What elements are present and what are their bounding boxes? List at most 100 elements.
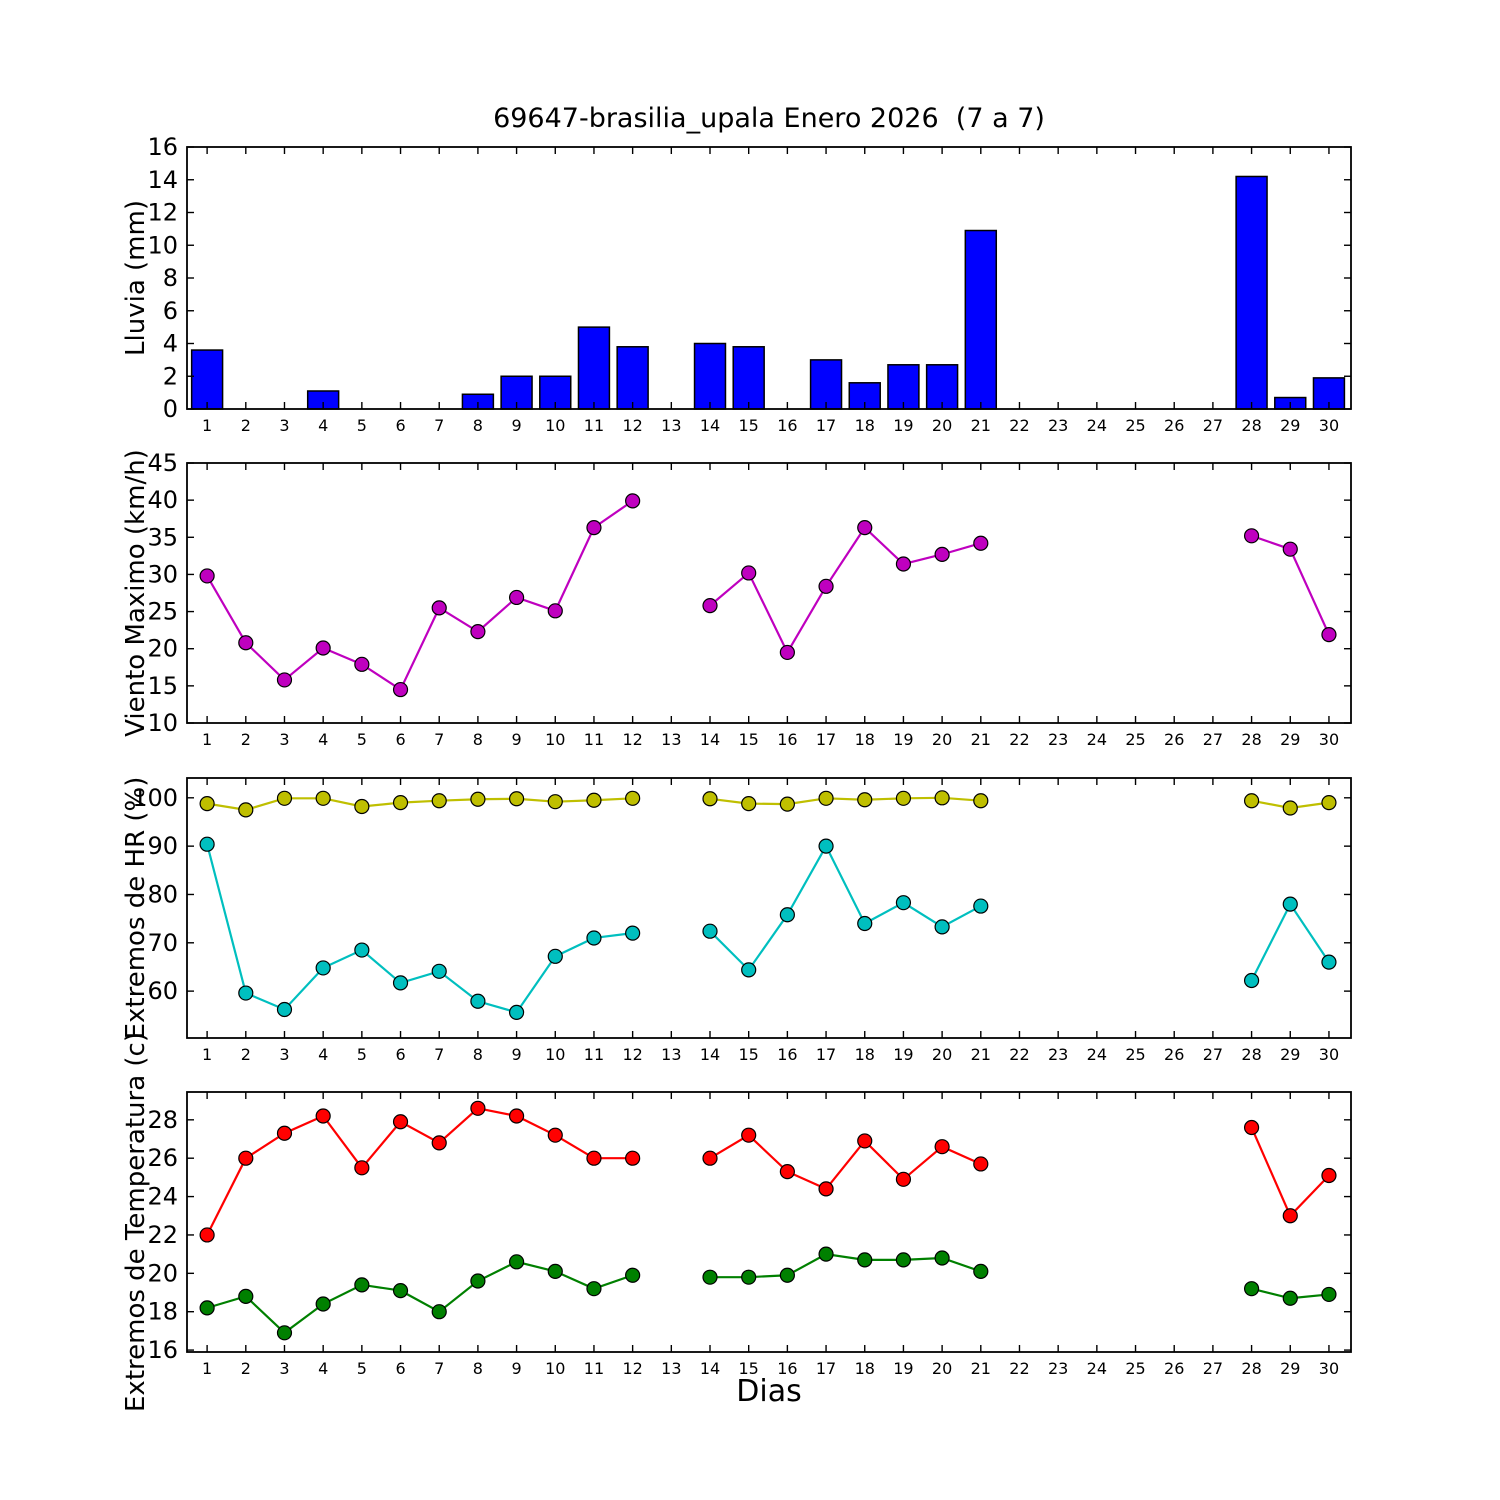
x-tick-label: 18 [855,1359,875,1378]
marker-temp_max-day-14 [702,1150,718,1166]
x-tick-label: 12 [622,1359,642,1378]
x-tick-label: 20 [932,1045,952,1064]
y-tick-label: 80 [147,880,178,908]
x-tick-label: 1 [202,730,212,749]
marker-hr_min-day-30 [1321,954,1337,970]
x-tick-label: 11 [584,416,604,435]
x-tick-label: 28 [1241,416,1261,435]
bar-day-1 [190,349,224,410]
y-tick-label: 25 [147,598,178,626]
marker-viento_maximo-day-8 [470,624,486,640]
marker-hr_max-day-20 [934,790,950,806]
x-tick-label: 27 [1203,1045,1223,1064]
marker-temp_min-day-8 [470,1273,486,1289]
x-tick-label: 1 [202,416,212,435]
marker-hr_min-day-12 [625,925,641,941]
x-tick-label: 23 [1048,1359,1068,1378]
x-tick-label: 3 [279,1045,289,1064]
marker-viento_maximo-day-9 [508,589,525,606]
x-tick-label: 5 [357,1359,367,1378]
line-viento_maximo [206,499,634,692]
x-tick-label: 2 [241,1359,251,1378]
x-tick-label: 24 [1087,730,1107,749]
line-hr_min [709,843,982,972]
marker-viento_maximo-day-5 [354,656,370,672]
y-tick-label: 20 [147,1259,178,1287]
marker-hr_min-day-9 [508,1004,525,1020]
x-tick-label: 4 [318,730,328,749]
x-tick-label: 3 [279,730,289,749]
x-tick-label: 17 [816,730,836,749]
x-tick-label: 16 [777,1045,797,1064]
x-tick-label: 23 [1048,1045,1068,1064]
marker-temp_max-day-20 [934,1139,950,1155]
y-tick-label: 90 [147,832,178,860]
x-tick-label: 25 [1125,1045,1145,1064]
bar-day-28 [1235,175,1268,410]
x-tick-label: 10 [545,416,565,435]
marker-viento_maximo-day-1 [199,568,215,584]
y-tick-label: 24 [147,1183,178,1211]
y-tick-label: 22 [147,1221,178,1249]
marker-hr_max-day-1 [199,796,215,812]
marker-hr_min-day-18 [857,915,873,932]
viento-maximo-subplot: 1 2 3 4 5 6 7 8 9 10 11 12 13 14 15 16 17 18 19 20 21 22 23 24 2… [147,449,1352,749]
marker-hr_min-day-3 [276,1001,293,1018]
marker-hr_max-day-29 [1282,800,1298,816]
marker-temp_max-day-2 [238,1150,254,1166]
y-tick-label: 10 [147,709,178,737]
x-tick-label: 27 [1203,416,1223,435]
x-tick-label: 25 [1125,1359,1145,1378]
x-tick-label: 19 [893,730,913,749]
x-tick-label: 14 [700,416,720,435]
x-tick-label: 28 [1241,730,1261,749]
marker-temp_min-day-7 [431,1304,447,1320]
x-tick-label: 26 [1164,1359,1184,1378]
series-temp_min [199,1246,1337,1341]
marker-viento_maximo-day-17 [818,578,834,594]
x-tick-label: 4 [318,1359,328,1378]
marker-hr_max-day-8 [470,791,486,807]
series-viento_maximo [199,493,1337,698]
marker-hr_min-day-21 [973,898,989,914]
marker-temp_min-day-20 [934,1250,950,1266]
x-tick-label: 14 [700,1045,720,1064]
marker-hr_max-day-6 [392,795,409,811]
marker-hr_min-day-8 [470,993,486,1009]
marker-hr_min-day-4 [315,960,331,976]
marker-temp_max-day-3 [276,1125,293,1141]
marker-temp_min-day-15 [741,1269,757,1285]
marker-hr_max-day-18 [857,792,873,808]
line-temp_max [1250,1127,1330,1218]
x-tick-label: 29 [1280,730,1300,749]
marker-temp_max-day-28 [1243,1119,1260,1136]
marker-temp_max-day-4 [315,1108,331,1124]
marker-hr_min-day-17 [818,838,834,854]
marker-hr_max-day-17 [818,790,834,806]
x-tick-label: 8 [473,730,483,749]
y-tick-label: 100 [132,784,178,812]
bar-day-21 [964,229,998,410]
x-tick-label: 20 [932,730,952,749]
marker-hr_max-day-16 [779,796,795,812]
marker-temp_max-day-16 [779,1164,795,1180]
marker-hr_min-day-14 [702,923,718,939]
y-tick-label: 8 [163,264,178,292]
x-tick-label: 15 [739,730,759,749]
x-tick-label: 21 [971,730,991,749]
x-tick-label: 15 [739,416,759,435]
marker-viento_maximo-day-20 [934,546,950,562]
x-tick-label: 4 [318,416,328,435]
x-tick-label: 29 [1280,416,1300,435]
series-temp_max [199,1100,1337,1243]
x-tick-label: 20 [932,416,952,435]
x-tick-label: 14 [700,730,720,749]
marker-hr_max-day-2 [238,802,254,818]
marker-hr_min-day-11 [586,930,602,946]
x-tick-label: 9 [511,416,521,435]
plot-frame [186,777,1352,1039]
x-tick-label: 12 [622,416,642,435]
line-viento_maximo [709,525,982,655]
x-tick-label: 2 [241,416,251,435]
x-tick-label: 7 [434,730,444,749]
